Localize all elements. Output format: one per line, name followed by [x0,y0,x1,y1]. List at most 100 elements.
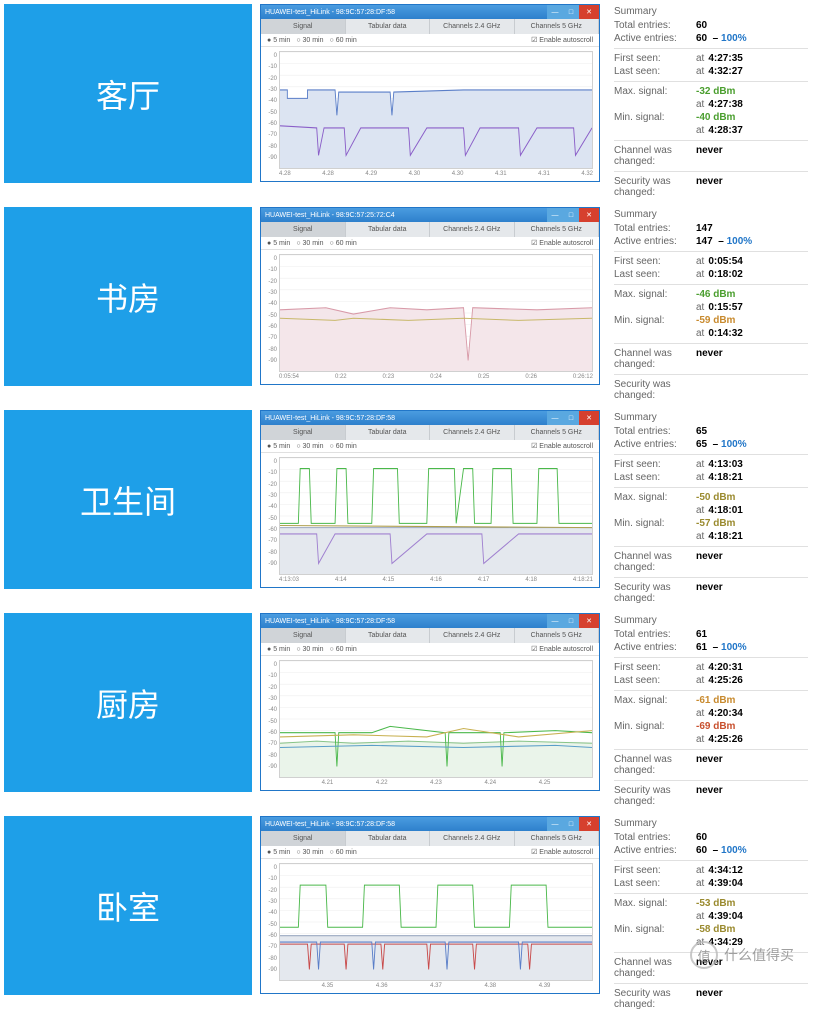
range-radio[interactable]: 5 min [267,646,290,653]
close-button[interactable]: ✕ [579,411,599,425]
tab-channels-5-ghz[interactable]: Channels 5 GHz [515,628,600,643]
security-changed-value: never [696,582,723,604]
range-radio[interactable]: 60 min [330,646,357,653]
range-radio[interactable]: 60 min [330,240,357,247]
y-axis: 0-10-20-30-40-50-60-70-80-90 [265,254,279,372]
tab-signal[interactable]: Signal [261,19,346,34]
autoscroll-checkbox[interactable]: Enable autoscroll [531,848,593,856]
chart-area: 0-10-20-30-40-50-60-70-80-90 [261,453,599,577]
maximize-button[interactable]: □ [563,411,579,425]
tab-tabular-data[interactable]: Tabular data [346,831,431,846]
room-row: 客厅 HUAWEI-test_HiLink - 98:9C:57:28:DF:5… [4,4,810,199]
range-radio[interactable]: 30 min [296,37,323,44]
close-button[interactable]: ✕ [579,614,599,628]
chart-plot [279,863,593,981]
range-radio[interactable]: 60 min [330,37,357,44]
tab-channels-2-4-ghz[interactable]: Channels 2.4 GHz [430,831,515,846]
maximize-button[interactable]: □ [563,614,579,628]
titlebar[interactable]: HUAWEI-test_HiLink - 98:9C:57:28:DF:58 —… [261,5,599,19]
autoscroll-checkbox[interactable]: Enable autoscroll [531,239,593,247]
range-radio[interactable]: 30 min [296,849,323,856]
tab-tabular-data[interactable]: Tabular data [346,19,431,34]
maximize-button[interactable]: □ [563,208,579,222]
titlebar[interactable]: HUAWEI-test_HiLink - 98:9C:57:28:DF:58 —… [261,817,599,831]
first-seen-label: First seen: [614,459,696,470]
range-radio[interactable]: 60 min [330,443,357,450]
tab-signal[interactable]: Signal [261,628,346,643]
last-seen-label: Last seen: [614,675,696,686]
maximize-button[interactable]: □ [563,5,579,19]
tab-tabular-data[interactable]: Tabular data [346,628,431,643]
tab-channels-5-ghz[interactable]: Channels 5 GHz [515,831,600,846]
max-signal-time: at4:39:04 [696,911,743,922]
total-entries-value: 147 [696,223,713,234]
first-seen-value: at4:20:31 [696,662,743,673]
close-button[interactable]: ✕ [579,208,599,222]
summary-panel: Summary Total entries:60 Active entries:… [608,816,808,1011]
active-entries-value: 65 – 100% [696,439,747,450]
close-button[interactable]: ✕ [579,5,599,19]
range-radio[interactable]: 5 min [267,37,290,44]
window-title: HUAWEI-test_HiLink - 98:9C:57:28:DF:58 [265,618,395,625]
titlebar[interactable]: HUAWEI-test_HiLink - 98:9C:57:28:DF:58 —… [261,614,599,628]
active-entries-label: Active entries: [614,439,696,450]
tab-bar: SignalTabular dataChannels 2.4 GHzChanne… [261,831,599,846]
titlebar[interactable]: HUAWEI-test_HiLink - 98:9C:57:25:72:C4 —… [261,208,599,222]
tab-channels-2-4-ghz[interactable]: Channels 2.4 GHz [430,425,515,440]
max-signal-label: Max. signal: [614,86,696,97]
max-signal-value: -61 dBm [696,695,735,706]
range-radio[interactable]: 30 min [296,240,323,247]
chart-series-fill [280,90,592,168]
x-axis: 4.214.224.234.244.25 [261,780,599,790]
tab-tabular-data[interactable]: Tabular data [346,425,431,440]
window-title: HUAWEI-test_HiLink - 98:9C:57:28:DF:58 [265,415,395,422]
tab-signal[interactable]: Signal [261,425,346,440]
range-radio[interactable]: 30 min [296,646,323,653]
min-signal-time: at4:25:26 [696,734,743,745]
min-signal-time: at4:18:21 [696,531,743,542]
tab-signal[interactable]: Signal [261,222,346,237]
total-entries-label: Total entries: [614,223,696,234]
min-signal-label: Min. signal: [614,518,696,529]
close-button[interactable]: ✕ [579,817,599,831]
last-seen-label: Last seen: [614,878,696,889]
tab-tabular-data[interactable]: Tabular data [346,222,431,237]
chart-plot [279,660,593,778]
minimize-button[interactable]: — [547,208,563,222]
range-radio[interactable]: 5 min [267,849,290,856]
room-label: 卫生间 [4,410,252,589]
minimize-button[interactable]: — [547,5,563,19]
maximize-button[interactable]: □ [563,817,579,831]
summary-heading: Summary [614,615,808,626]
minimize-button[interactable]: — [547,817,563,831]
range-radio[interactable]: 60 min [330,849,357,856]
max-signal-time: at4:27:38 [696,99,743,110]
tab-channels-2-4-ghz[interactable]: Channels 2.4 GHz [430,628,515,643]
range-radio[interactable]: 30 min [296,443,323,450]
first-seen-label: First seen: [614,256,696,267]
x-axis: 0:05:540:220:230:240:250:260:26:12 [261,374,599,384]
minimize-button[interactable]: — [547,411,563,425]
tab-signal[interactable]: Signal [261,831,346,846]
range-radio[interactable]: 5 min [267,240,290,247]
watermark: 值 什么值得买 [690,941,794,969]
chart-area: 0-10-20-30-40-50-60-70-80-90 [261,859,599,983]
control-bar: 5 min 30 min 60 min Enable autoscroll [261,237,599,250]
range-radio[interactable]: 5 min [267,443,290,450]
minimize-button[interactable]: — [547,614,563,628]
titlebar[interactable]: HUAWEI-test_HiLink - 98:9C:57:28:DF:58 —… [261,411,599,425]
max-signal-time: at4:18:01 [696,505,743,516]
tab-channels-5-ghz[interactable]: Channels 5 GHz [515,19,600,34]
autoscroll-checkbox[interactable]: Enable autoscroll [531,36,593,44]
summary-panel: Summary Total entries:147 Active entries… [608,207,808,402]
first-seen-value: at0:05:54 [696,256,743,267]
autoscroll-checkbox[interactable]: Enable autoscroll [531,442,593,450]
last-seen-label: Last seen: [614,66,696,77]
tab-channels-2-4-ghz[interactable]: Channels 2.4 GHz [430,19,515,34]
tab-channels-5-ghz[interactable]: Channels 5 GHz [515,222,600,237]
tab-channels-2-4-ghz[interactable]: Channels 2.4 GHz [430,222,515,237]
tab-channels-5-ghz[interactable]: Channels 5 GHz [515,425,600,440]
autoscroll-checkbox[interactable]: Enable autoscroll [531,645,593,653]
last-seen-label: Last seen: [614,269,696,280]
min-signal-time: at4:28:37 [696,125,743,136]
